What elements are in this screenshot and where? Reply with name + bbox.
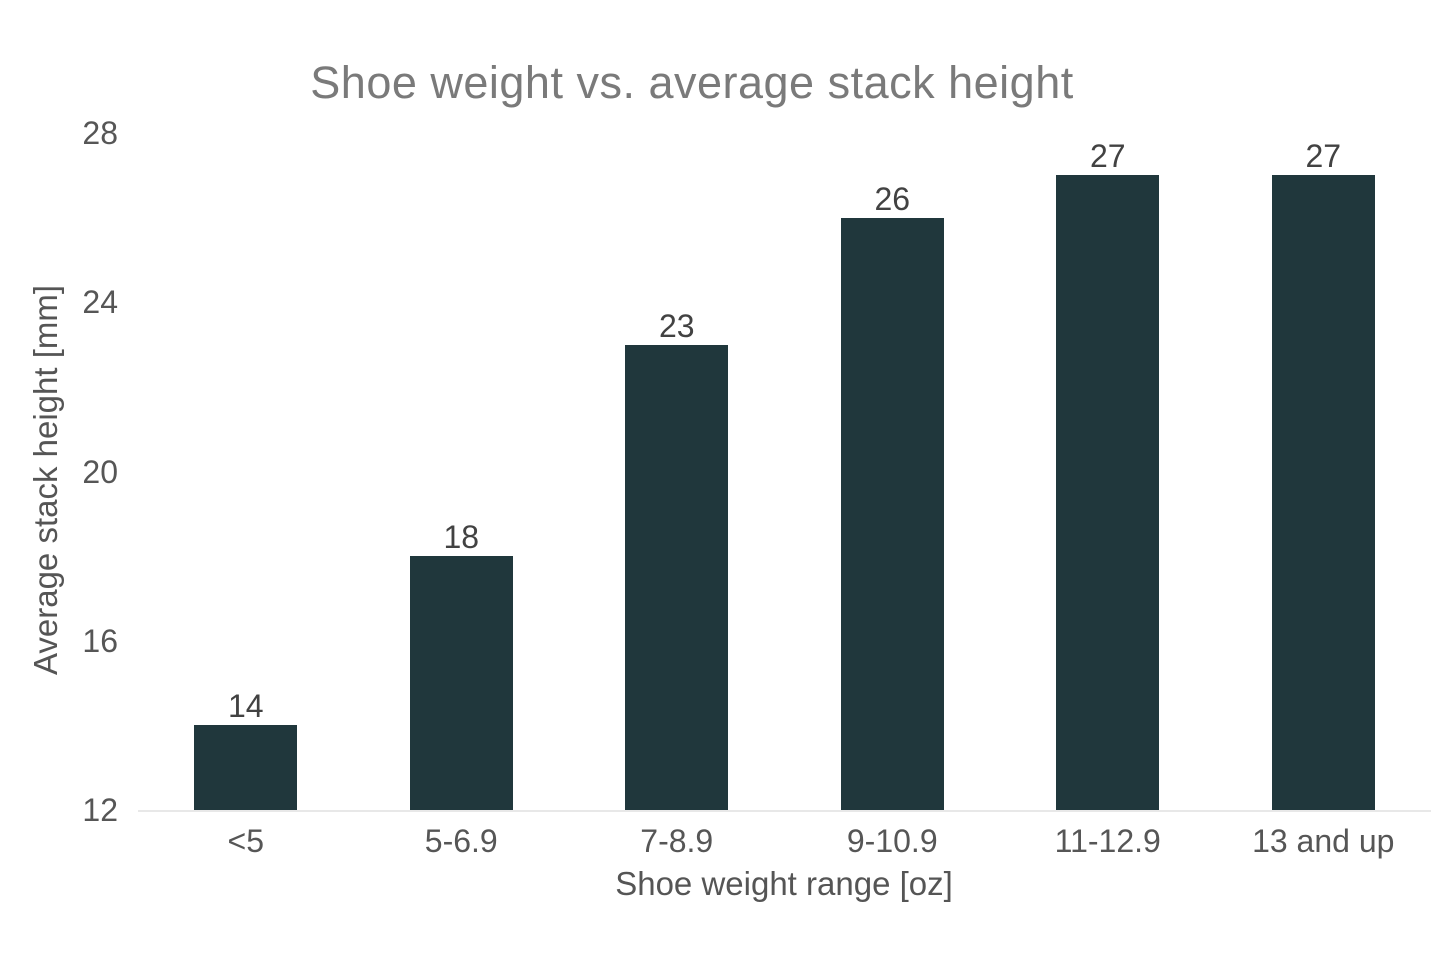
bar-value-label: 27 [1089, 138, 1126, 175]
bar [1056, 175, 1160, 810]
bar-value-label: 18 [443, 519, 480, 556]
x-axis-tick-labels: <5 5-6.9 7-8.9 9-10.9 11-12.9 13 and up [138, 133, 1431, 858]
plot-area: 14 18 23 26 27 27 [138, 133, 1431, 812]
y-tick-label: 20 [82, 453, 118, 490]
bar-value-label: 23 [658, 307, 695, 344]
y-tick-label: 12 [82, 792, 118, 828]
x-tick-label: 11-12.9 [1054, 823, 1161, 859]
chart-title: Shoe weight vs. average stack height [310, 57, 1074, 108]
x-tick-label: 5-6.9 [424, 823, 498, 859]
y-axis-tick-labels: 12 16 20 24 28 [0, 116, 118, 827]
x-axis-title: Shoe weight range [oz] [615, 865, 953, 902]
bar-value-label: 26 [874, 180, 911, 217]
bar [409, 556, 513, 810]
bar [625, 344, 729, 810]
bar [1271, 175, 1375, 810]
x-tick-label: 9-10.9 [846, 823, 938, 859]
bars-layer: 14 18 23 26 27 27 [138, 133, 1431, 810]
y-tick-label: 24 [82, 284, 118, 321]
y-tick-label: 28 [82, 115, 118, 151]
bar-value-label: 14 [227, 688, 264, 725]
y-tick-label: 16 [82, 622, 118, 659]
bar [194, 725, 298, 810]
bar [840, 217, 944, 810]
x-tick-label: <5 [227, 823, 264, 859]
x-tick-label: 13 and up [1252, 823, 1395, 859]
x-tick-label: 7-8.9 [640, 823, 714, 859]
bar-value-label: 27 [1305, 138, 1342, 175]
